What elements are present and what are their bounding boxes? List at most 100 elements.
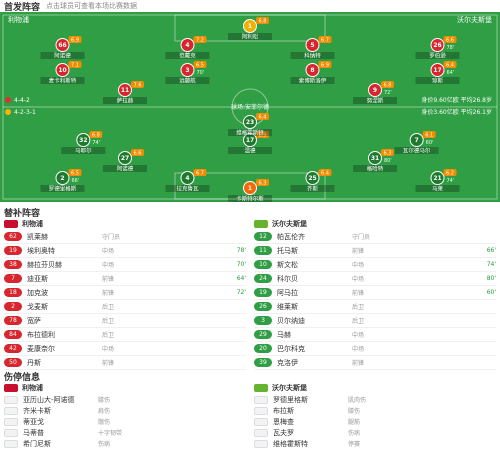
injury-icon: [254, 428, 268, 437]
player-rating: 6.4: [446, 63, 454, 69]
sub-name: 戈麦斯: [27, 302, 48, 311]
player-rating: 6.7: [321, 38, 329, 44]
player[interactable]: 8 6.9 索博斯洛伊: [290, 61, 335, 85]
player-circle: [55, 171, 70, 185]
injury-name: 维格霍斯特: [273, 439, 308, 448]
injury-reason: 肩伤: [98, 408, 111, 415]
player-circle: [118, 83, 132, 97]
sub-row[interactable]: 62 凯莱赫 守门员: [4, 230, 246, 244]
rating-bg: [68, 169, 82, 176]
player[interactable]: 25 6.4 齐斯: [290, 169, 335, 193]
player[interactable]: 66 6.9 阿诺德: [40, 36, 85, 60]
sub-row[interactable]: 2 戈麦斯 后卫: [4, 300, 246, 314]
sub-row[interactable]: 11 托马斯 前锋 66': [254, 244, 496, 258]
sub-name: 凯莱赫: [27, 232, 48, 241]
player-name: 拉克鲁瓦: [176, 185, 199, 193]
header: 首发阵容 点击球员可查看本场比赛数据: [0, 0, 500, 13]
sub-row[interactable]: 42 麦康奈尔 中场: [4, 342, 246, 356]
sub-row[interactable]: 39 克洛伊 前锋: [254, 356, 496, 370]
sub-name: 贝尔纳迪: [277, 316, 305, 325]
rating-bg: [89, 131, 103, 138]
subs-column: 利物浦 62 凯莱赫 守门员 19 埃利奥特 中场 78' 38 赫拉芬贝赫 中场 70' 7 迪亚斯 前锋…: [0, 218, 250, 370]
player-rating: 6.8: [259, 19, 267, 25]
injury-icon: [4, 395, 18, 404]
sub-row[interactable]: 26 维莱斯 后卫: [254, 300, 496, 314]
sub-row[interactable]: 24 科尔贝 中场 80': [254, 272, 496, 286]
name-bg: [165, 185, 210, 192]
rating-bg: [256, 17, 269, 24]
player[interactable]: 5 6.7 科纳特: [290, 36, 335, 60]
player-circle: [180, 63, 195, 77]
player[interactable]: 1 6.8 阿利松: [228, 17, 272, 41]
sub-minute: 80': [486, 275, 496, 282]
sub-name: 科尔贝: [277, 274, 298, 283]
sub-row[interactable]: 20 巴尔科克 中场: [254, 342, 496, 356]
player-name: 齐斯: [307, 185, 319, 193]
injuries-title: 伤停信息: [4, 372, 41, 383]
sub-minute: 60': [486, 289, 496, 296]
player-rating: 6.7: [196, 171, 204, 177]
sub-row[interactable]: 50 丹斯 前锋: [4, 356, 246, 370]
sub-row[interactable]: 10 斯文松 中场 74': [254, 258, 496, 272]
sub-minute: 78': [236, 247, 246, 254]
player-name: 琼斯: [432, 77, 444, 85]
sub-row[interactable]: 29 马赫 中场: [254, 328, 496, 342]
player[interactable]: 27 6.6 阿诺德: [103, 149, 147, 173]
sub-row[interactable]: 3 贝尔纳迪 后卫: [254, 314, 496, 328]
sub-minute: 70': [236, 261, 246, 268]
player-circle: [409, 133, 424, 147]
name-bg: [61, 147, 106, 154]
injury-row: 亚历山大-阿诺德 膝伤: [4, 394, 246, 405]
player-rating: 6.9: [321, 63, 329, 69]
away-stats: 身价3.60亿欧 平均26.1岁: [421, 108, 492, 116]
player-name: 远藤航: [179, 77, 196, 85]
player-rating: 7.6: [134, 83, 142, 89]
sub-row[interactable]: 19 阿马拉 前锋 60': [254, 286, 496, 300]
player-rating: 6.8: [92, 133, 100, 139]
sub-row[interactable]: 19 埃利奥特 中场 78': [4, 244, 246, 258]
sub-number: 19: [254, 288, 272, 297]
player-name: 罗伯逊: [429, 52, 446, 60]
sub-position: 前锋: [102, 290, 115, 297]
sub-row[interactable]: 12 帕瓦伦齐 守门员: [254, 230, 496, 244]
pitch-bg: [0, 12, 500, 202]
sub-row[interactable]: 84 布拉德利 后卫: [4, 328, 246, 342]
sub-row[interactable]: 78 宽萨 后卫: [4, 314, 246, 328]
sub-number: 26: [254, 302, 272, 311]
team-icon: [254, 384, 268, 392]
injury-reason: 伤病: [348, 430, 361, 437]
sub-position: 后卫: [102, 304, 115, 311]
injury-name: 布拉斯: [273, 406, 294, 415]
rating-bg: [443, 169, 457, 176]
player[interactable]: 4 6.7 拉克鲁瓦: [165, 169, 210, 193]
player[interactable]: 17 6.9 温德: [228, 131, 272, 155]
player-number: 27: [121, 155, 129, 162]
player[interactable]: 11 7.6 萨拉赫: [103, 81, 147, 105]
player[interactable]: 10 7.1 麦卡利斯特: [40, 61, 85, 85]
name-bg: [40, 52, 85, 59]
sub-row[interactable]: 18 加克波 前锋 72': [4, 286, 246, 300]
player[interactable]: 23 6.4 维格霍斯特: [228, 113, 272, 137]
home-team: 利物浦: [8, 15, 29, 24]
injury-name: 瓦夫罗: [273, 428, 294, 437]
injury-name: 希门尼斯: [23, 439, 51, 448]
sub-row[interactable]: 7 迪亚斯 前锋 64': [4, 272, 246, 286]
subs-column: 沃尔夫斯堡 12 帕瓦伦齐 守门员 11 托马斯 前锋 66' 10 斯文松 中场 74' 24 科尔贝中…: [250, 218, 500, 370]
injury-icon: [4, 417, 18, 426]
rating-bg: [318, 61, 332, 68]
sub-row[interactable]: 38 赫拉芬贝赫 中场 70': [4, 258, 246, 272]
player-rating: 6.4: [321, 171, 329, 177]
rating-bg: [131, 81, 144, 88]
player-name: 阿诺德: [117, 165, 134, 173]
player[interactable]: 1 6.3 卡斯特尔斯: [228, 179, 272, 203]
player[interactable]: 4 7.2 范戴克: [165, 36, 210, 60]
